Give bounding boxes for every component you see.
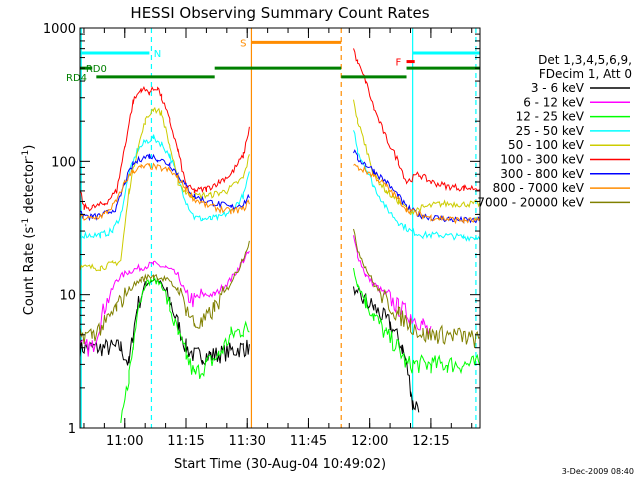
x-tick-label-5: 12:15 [412, 434, 449, 449]
legend-label-7: 800 - 7000 keV [493, 181, 585, 195]
series-line-1 [79, 235, 432, 357]
series-line-7 [79, 162, 481, 225]
y-tick-label-0: 1 [68, 422, 76, 437]
x-tick-label-4: 12:00 [351, 434, 388, 449]
x-axis-label: Start Time (30-Aug-04 10:49:02) [174, 457, 386, 472]
series-lines [79, 48, 481, 423]
legend-label-3: 25 - 50 keV [516, 124, 585, 138]
y-tick-label-3: 1000 [43, 22, 76, 37]
legend-label-4: 50 - 100 keV [508, 138, 585, 152]
y-axis-label-end: ) [22, 145, 37, 150]
y-tick-label-1: 10 [59, 289, 76, 304]
legend-header-line1: Det 1,3,4,5,6,9, [538, 53, 632, 67]
y-axis-label-main: Count Rate (s [22, 227, 37, 316]
series-line-3 [79, 130, 481, 242]
legend-label-0: 3 - 6 keV [531, 81, 585, 95]
x-tick-label-3: 11:45 [290, 434, 327, 449]
plot-area [80, 28, 480, 428]
flag-label-rd4: RD4 [66, 73, 87, 84]
x-tick-label-2: 11:30 [228, 434, 265, 449]
legend-label-5: 100 - 300 keV [500, 153, 584, 167]
flag-label-saa: S [240, 38, 246, 49]
legend-label-8: 7000 - 20000 keV [477, 195, 584, 209]
flag-label-flare: F [395, 58, 401, 69]
flag-label-night: N [154, 49, 161, 60]
legend-label-6: 300 - 800 keV [500, 167, 584, 181]
y-axis-label-mid: detector [22, 158, 37, 218]
legend: Det 1,3,4,5,6,9, FDecim 1, Att 0 3 - 6 k… [477, 53, 632, 209]
legend-label-1: 6 - 12 keV [523, 95, 585, 109]
series-line-5 [79, 48, 481, 212]
legend-header-line2: FDecim 1, Att 0 [539, 67, 632, 81]
flag-vertical-lines [80, 28, 477, 428]
x-tick-label-1: 11:15 [167, 434, 204, 449]
series-line-8 [79, 228, 481, 349]
y-axis-label-sup2: -1 [21, 150, 31, 159]
chart-title: HESSI Observing Summary Count Rates [130, 4, 429, 22]
plot-frame-bg [80, 28, 480, 428]
y-axis-label: Count Rate (s-1 detector-1) [21, 145, 37, 316]
x-tick-label-0: 11:00 [106, 434, 143, 449]
flag-label-rd0: RD0 [86, 64, 107, 75]
legend-label-2: 12 - 25 keV [516, 110, 585, 124]
axes: 1 10 100 1000 11:00 11:15 11:30 11:45 12:00 12:15 [43, 22, 481, 449]
y-tick-label-2: 100 [51, 155, 76, 170]
y-axis-label-sup: -1 [21, 218, 31, 227]
plot-frame [79, 27, 481, 429]
series-line-2 [120, 268, 481, 423]
date-stamp: 3-Dec-2009 08:40 [562, 467, 634, 476]
